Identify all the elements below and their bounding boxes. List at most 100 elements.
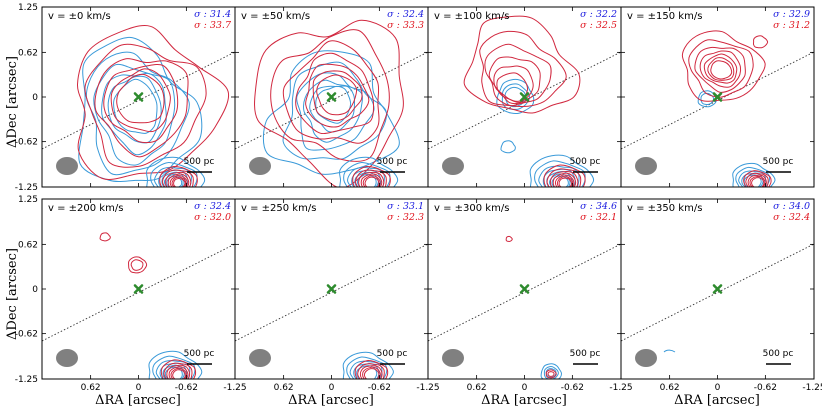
x-axis-label-3: ΔRA [arcsec] [481,393,567,408]
companion-red-contours-level-1 [545,369,557,379]
companion-red-contours-level-5 [170,367,187,379]
core-blue-contours-level-1 [496,78,535,114]
scale-bar-label: 500 pc [184,157,215,167]
companion-blue-contours-level-1 [148,350,203,379]
beam-ellipse [635,349,657,367]
companion-red-contours-level-1 [743,170,772,187]
x-tick-label: 0.62 [660,383,680,393]
core-red-contours-level-3 [94,58,189,158]
companion-red-contours-level-4 [167,173,190,187]
companion-blue-contours-level-2 [152,355,196,379]
velocity-label: v = ±250 km/s [241,203,316,214]
companion-red-contours-level-4 [749,175,766,187]
core-blue-contours-level-6 [113,78,158,134]
companion-red-contours-level-5 [751,177,765,187]
axis-guide-line [42,243,235,342]
companion-red-contours [543,164,586,187]
sigma-red-label: σ : 32.4 [773,212,810,223]
beam-ellipse [249,349,271,367]
core-red-contours-level-7 [316,74,358,116]
red-fragment-contour [752,35,769,49]
panel-6: 500 pc v = ±250 km/s σ : 33.1σ : 32.3 0.62 0… [234,198,440,393]
companion-blue-contours-level-2 [346,356,388,379]
y-tick-label: 0.62 [18,240,38,250]
companion-blue-contours-level-2 [534,160,586,187]
nucleus-marker-icon [133,92,144,102]
scale-bar-label: 500 pc [377,349,408,359]
scale-bar-label: 500 pc [570,349,601,359]
y-tick-label: 0.62 [18,48,38,58]
companion-red-contours-level-1 [543,164,586,187]
companion-blue-contours-level-1 [529,154,595,187]
companion-red-contours-level-7 [558,177,573,187]
beam-ellipse [442,349,464,367]
sigma-blue-label: σ : 34.0 [773,201,810,212]
core-blue-contours [262,50,400,175]
companion-red-contours [354,360,389,379]
nucleus-marker-icon [326,284,337,294]
companion-red-contours [159,165,198,187]
scale-bar-label: 500 pc [184,349,215,359]
companion-red-contours-level-6 [172,369,186,379]
core-blue-contours-level-6 [315,85,352,124]
y-tick-label: -0.62 [15,330,38,340]
companion-red-contours-level-3 [165,171,192,187]
sigma-red-label: σ : 32.5 [580,20,617,31]
panel-7: 500 pc v = ±300 km/s σ : 34.6σ : 32.1 0.62 0… [427,198,633,393]
core-red-contours-level-4 [488,56,541,105]
companion-red-contours-level-3 [358,171,385,187]
axis-guide-line [42,51,235,150]
companion-blue-contours-level-2 [543,366,559,379]
companion-blue-contours-level-2 [735,166,770,187]
core-red-contours-level-2 [479,30,567,108]
core-red-contours-level-5 [305,63,370,128]
x-tick-label: -1.25 [416,383,439,393]
plot-area: 500 pc v = ±100 km/s σ : 32.2σ : 32.5 [428,9,621,187]
plot-area: 500 pc v = ±300 km/s σ : 34.6σ : 32.1 [428,201,621,379]
companion-red-contours [545,369,557,379]
sigma-blue-label: σ : 31.4 [194,9,231,20]
core-red-contours-level-2 [130,259,144,271]
core-red-contours-level-6 [312,70,363,122]
companion-red-contours-level-1 [352,165,391,187]
core-red-contours-level-5 [703,53,738,84]
beam-ellipse [56,349,78,367]
nucleus-marker-icon [326,92,337,102]
panel-8: 500 pc v = ±350 km/s σ : 34.0σ : 32.4 0.62 0… [620,198,822,393]
companion-red-contours-level-4 [360,173,383,187]
x-tick-label: 0 [715,383,721,393]
x-tick-label: -1.25 [223,383,246,393]
companion-red-contours-level-2 [546,168,582,187]
core-red-contours-level-6 [496,72,529,102]
core-red-contours-level-2 [84,43,207,168]
core-red-contours-level-6 [707,57,735,81]
core-red-contours [254,19,404,187]
beam-ellipse [249,157,271,175]
core-red-contours [76,25,230,180]
nucleus-marker-icon [519,92,530,102]
x-tick-label: -1.25 [802,383,822,393]
x-axis-label-4: ΔRA [arcsec] [674,393,760,408]
x-tick-label: 0 [329,383,335,393]
plot-area: 500 pc v = ±50 km/s σ : 32.4σ : 33.3 [235,9,428,187]
sigma-red-label: σ : 32.1 [580,212,617,223]
velocity-label: v = ±150 km/s [627,11,702,22]
y-tick-label: 1.25 [18,3,38,13]
sigma-blue-label: σ : 34.6 [580,201,617,212]
companion-red-contours-level-4 [552,172,577,187]
sigma-blue-label: σ : 32.9 [773,9,810,20]
nucleus-marker-icon [519,284,530,294]
axis-guide-line [428,243,621,342]
plot-area: 500 pc v = ±200 km/s σ : 32.4σ : 32.0 [42,201,235,379]
companion-blue-contours-level-3 [538,165,580,187]
y-tick-label: 1.25 [18,195,38,205]
scale-bar-label: 500 pc [763,349,794,359]
x-tick-label: -0.62 [561,383,584,393]
core-blue-contours-level-4 [303,79,363,143]
companion-red-contours [743,170,772,187]
companion-red-contours-level-1 [160,359,197,379]
core-red-contours-level-1 [254,19,404,187]
companion-blue-contours-level-1 [732,162,776,187]
sigma-blue-label: σ : 32.2 [580,9,617,20]
core-red-contours-level-3 [484,43,552,107]
